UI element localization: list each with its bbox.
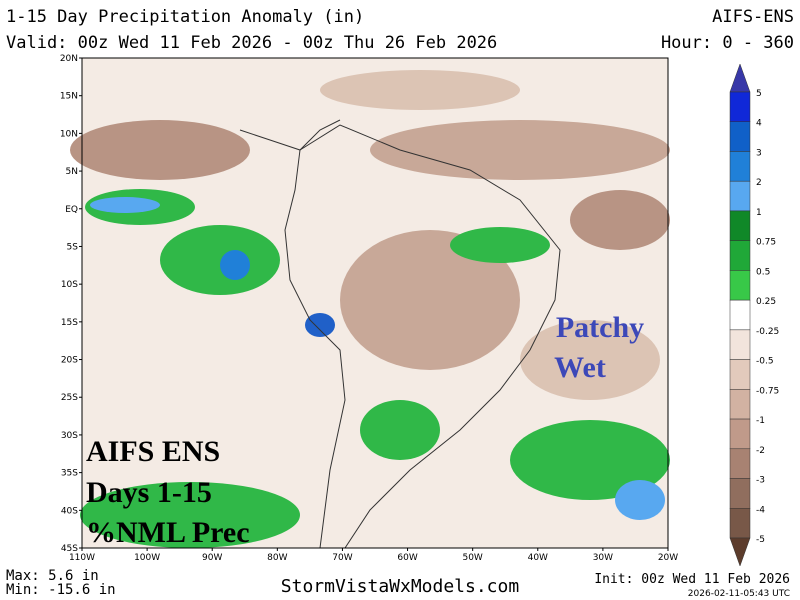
lon-label: 80W — [267, 553, 287, 563]
colorbar-label: -0.5 — [756, 357, 774, 367]
colorbar-box — [729, 151, 751, 182]
wet-area — [160, 225, 280, 295]
colorbar-box — [729, 329, 751, 360]
dry-area — [520, 320, 660, 400]
map-frame — [81, 57, 669, 549]
colorbar-label: 0.25 — [756, 297, 776, 307]
map: Patchy Wet AIFS ENS Days 1-15 %NML Prec — [70, 57, 670, 549]
lon-label: 110W — [69, 553, 95, 563]
lat-label: 5S — [67, 242, 79, 252]
annotation: Wet — [554, 351, 606, 384]
colorbar-box — [729, 359, 751, 390]
colorbar-label: 2 — [756, 178, 762, 188]
colorbar-end — [729, 537, 751, 567]
colorbar-box — [729, 299, 751, 331]
colorbar-box — [729, 180, 751, 212]
title: 1-15 Day Precipitation Anomaly (in) — [6, 7, 364, 27]
lat-label: 30S — [61, 431, 78, 441]
dry-area — [370, 120, 670, 180]
valid: Valid: 00z Wed 11 Feb 2026 - 00z Thu 26 … — [6, 33, 497, 53]
annotation: Patchy — [556, 311, 644, 344]
colorbar-label: -5 — [756, 535, 765, 545]
colorbar-box — [729, 389, 751, 420]
colorbar-label: -0.75 — [756, 386, 779, 396]
colorbar-label: -4 — [756, 505, 765, 515]
lat-label: 10N — [60, 129, 78, 139]
colorbar-box — [729, 508, 751, 539]
colorbar-box — [729, 478, 751, 509]
colorbar-label: 4 — [756, 119, 762, 129]
wet-area — [615, 480, 665, 520]
lon-label: 30W — [593, 553, 613, 563]
wet-area — [90, 197, 160, 213]
lat-label: 15N — [60, 92, 78, 102]
colorbar-box — [729, 121, 751, 152]
wet-area — [360, 400, 440, 460]
wet-area — [450, 227, 550, 263]
coastline — [239, 119, 341, 151]
colorbar-label: -3 — [756, 476, 765, 486]
colorbar-box — [729, 210, 751, 241]
lon-label: 70W — [332, 553, 352, 563]
colorbar-box — [729, 91, 751, 122]
wet-area — [305, 313, 335, 337]
dry-area — [70, 120, 250, 180]
colorbar-box — [729, 418, 751, 450]
lat-label: 15S — [61, 318, 78, 328]
lon-label: 40W — [528, 553, 548, 563]
lon-label: 50W — [462, 553, 482, 563]
colorbar-label: -1 — [756, 416, 765, 426]
colorbar-label: -2 — [756, 446, 765, 456]
lat-label: 25S — [61, 393, 78, 403]
lat-label: 20S — [61, 356, 78, 366]
max: Max: 5.6 in — [6, 568, 99, 584]
lat-label: 40S — [61, 506, 78, 516]
colorbar-label: -0.25 — [756, 327, 779, 337]
wet-area — [220, 250, 250, 280]
model: AIFS-ENS — [712, 7, 794, 27]
lon-label: 90W — [202, 553, 222, 563]
colorbar-label: 0.75 — [756, 238, 776, 248]
dry-area — [340, 230, 520, 370]
dry-area — [570, 190, 670, 250]
wet-area — [80, 482, 300, 548]
dry-area — [320, 70, 520, 110]
colorbar-box — [729, 270, 751, 301]
colorbar-box — [729, 240, 751, 271]
lat-label: 35S — [61, 469, 78, 479]
lon-label: 20W — [658, 553, 678, 563]
colorbar-label: 0.5 — [756, 267, 770, 277]
lon-label: 60W — [397, 553, 417, 563]
colorbar-label: 3 — [756, 148, 762, 158]
colorbar-label: 5 — [756, 89, 762, 99]
lat-label: 20N — [60, 54, 78, 64]
stamp: 2026-02-11-05:43 UTC — [688, 589, 790, 599]
hour: Hour: 0 - 360 — [661, 33, 794, 53]
annotation: AIFS ENS — [86, 435, 220, 468]
lat-label: 45S — [61, 544, 78, 554]
colorbar-end — [729, 63, 751, 93]
colorbar-label: 1 — [756, 208, 762, 218]
lat-label: EQ — [65, 205, 78, 215]
coastline — [284, 124, 561, 549]
min: Min: -15.6 in — [6, 582, 116, 598]
lat-label: 10S — [61, 280, 78, 290]
lat-label: 5N — [66, 167, 78, 177]
init: Init: 00z Wed 11 Feb 2026 — [594, 572, 790, 587]
colorbar-box — [729, 448, 751, 479]
site: StormVistaWxModels.com — [281, 576, 519, 597]
annotation: Days 1-15 — [86, 476, 212, 509]
lon-label: 100W — [134, 553, 160, 563]
wet-area — [510, 420, 670, 500]
annotation: %NML Prec — [86, 516, 250, 549]
